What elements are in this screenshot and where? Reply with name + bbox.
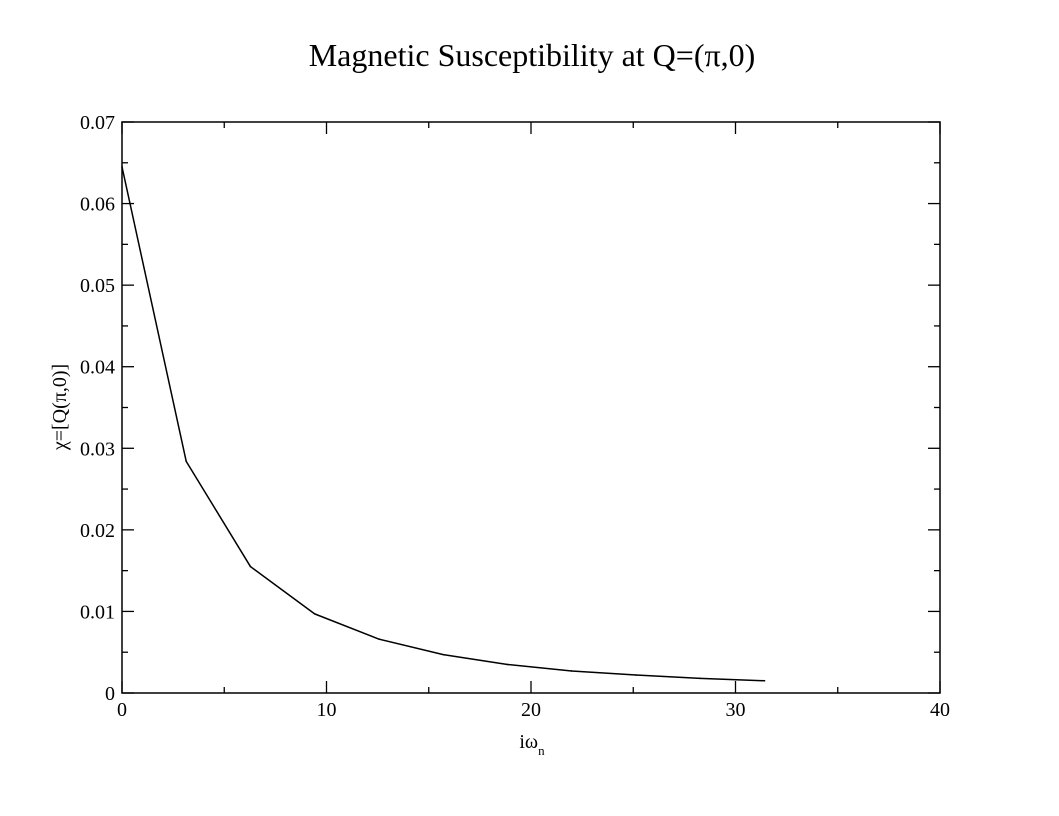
y-tick-label: 0.03 — [80, 438, 115, 460]
series-line-0 — [121, 166, 765, 682]
x-tick-label: 0 — [117, 699, 127, 721]
data-point — [378, 638, 380, 640]
data-point — [313, 613, 316, 615]
x-axis-label-subscript: n — [538, 743, 545, 758]
y-tick-label: 0.04 — [80, 357, 115, 379]
x-tick-label: 10 — [317, 699, 337, 721]
x-tick-label: 30 — [726, 699, 746, 721]
y-tick-label: 0.05 — [80, 275, 115, 297]
data-point — [249, 565, 252, 568]
series-layer — [121, 166, 766, 682]
data-point — [570, 670, 573, 672]
x-tick-label: 20 — [521, 699, 541, 721]
data-point — [442, 653, 445, 656]
data-point — [185, 460, 188, 463]
y-tick-label: 0.01 — [80, 601, 115, 623]
plot-frame — [121, 121, 941, 694]
x-axis-label-base: iω — [519, 731, 538, 753]
chart-title: Magnetic Susceptibility at Q=(π,0) — [309, 37, 756, 73]
y-tick-label: 0.02 — [80, 520, 115, 542]
x-tick-label: 40 — [930, 699, 950, 721]
x-axis-label: iωn — [519, 731, 545, 758]
y-axis-label: χ=[Q(π,0)] — [49, 364, 71, 451]
data-point — [699, 677, 701, 680]
data-point — [635, 674, 637, 676]
data-point — [506, 663, 509, 666]
y-tick-label: 0.06 — [80, 194, 115, 216]
y-tick-label: 0 — [105, 683, 115, 705]
data-point — [763, 679, 766, 682]
y-tick-label: 0.07 — [80, 112, 115, 134]
ticks-layer: 0 10 20 30 40 0 0.01 0.02 0.03 0.04 0.05 0.06 0.07 — [80, 112, 950, 721]
